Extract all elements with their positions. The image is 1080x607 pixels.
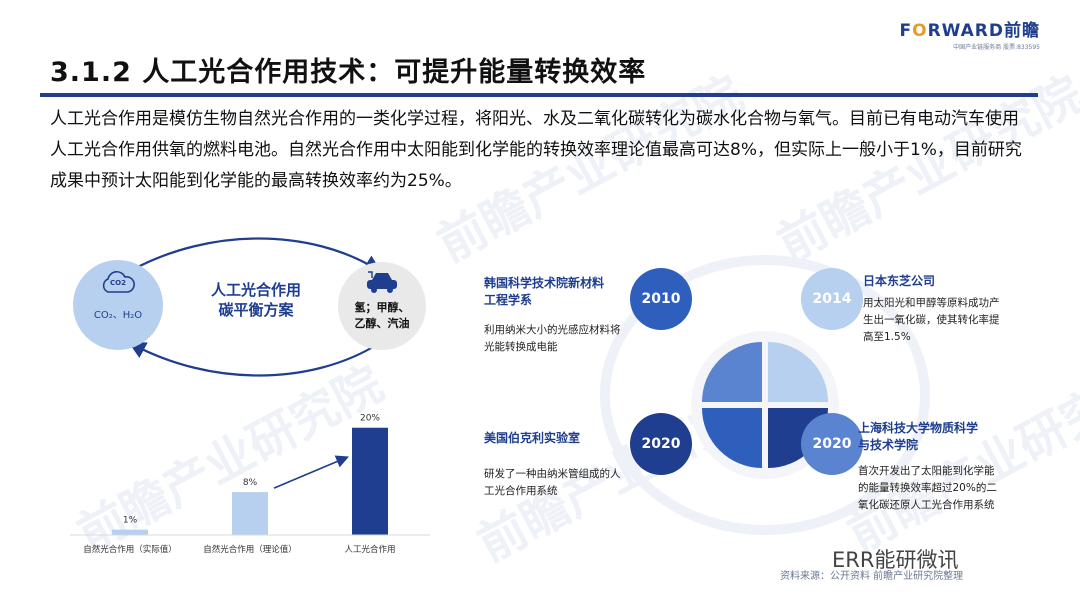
desc-berkeley: 研发了一种由纳米管组成的人 工光合作用系统 [484,466,621,500]
quadrant-top-right [768,342,828,402]
source-note: 资料来源：公开资料 前瞻产业研究院整理 [780,571,964,582]
products-label: 氢；甲醇、 乙醇、汽油 [340,300,424,332]
title-divider [40,93,1038,97]
org-toshiba-line1: 日本东芝公司 [863,274,936,288]
page-title: 3.1.2 人工光合作用技术：可提升能量转换效率 [50,57,647,88]
org-shanghaitech: 上海科技大学物质科学 与技术学院 [858,420,978,454]
bar-0 [112,529,148,535]
cycle-title-line1: 人工光合作用 [210,281,301,299]
org-berkeley-line1: 美国伯克利实验室 [484,431,581,445]
cycle-arrows [128,237,382,377]
desc-shanghaitech-line1: 首次开发出了太阳能到化学能 [858,465,995,477]
category-label-1: 自然光合作用（理论值） [203,544,297,555]
cloud-icon [102,271,135,293]
bar-value-label-1: 8% [243,478,258,488]
desc-toshiba-line1: 用太阳光和甲醇等原料成功产 [863,297,1000,309]
year-badge-2010: 2010 [630,268,692,330]
year-badge-2020-shanghaitech: 2020 [801,413,863,475]
desc-shanghaitech-line3: 氧化碳还原人工光合作用系统 [858,499,995,511]
desc-toshiba: 用太阳光和甲醇等原料成功产 生出一氧化碳，使其转化率提 高至1.5% [863,295,1000,346]
org-kaist: 韩国科学技术院新材料 工程学系 [484,275,604,309]
bar-value-label-2: 20% [360,414,380,424]
org-shanghaitech-line1: 上海科技大学物质科学 [858,421,979,435]
category-label-0: 自然光合作用（实际值） [83,544,177,555]
reactants-circle [73,260,163,350]
desc-berkeley-line2: 工光合作用系统 [484,485,558,497]
cloud-label: CO2 [110,279,126,287]
brand-logo: FORWARD前瞻 中国产业链服务商 股票:833595 [899,16,1040,51]
desc-toshiba-line2: 生出一氧化碳，使其转化率提 [863,314,1000,326]
org-berkeley: 美国伯克利实验室 [484,430,580,447]
bar-value-label-0: 1% [123,516,138,526]
bar-1 [232,492,268,535]
quadrant-bottom-left [702,408,762,468]
products-line2: 乙醇、汽油 [354,317,410,330]
wechat-account-name: ERR能研微讯 [832,548,959,572]
cycle-title: 人工光合作用 碳平衡方案 [186,280,326,320]
year-badge-2014: 2014 [801,268,863,330]
bar-2 [352,427,388,535]
desc-kaist-line1: 利用纳米大小的光感应材料将 [484,324,621,336]
brand-subtitle: 中国产业链服务商 股票:833595 [953,44,1040,51]
arrow-bottom [128,341,379,377]
brand-name: FORWARD前瞻 [899,21,1040,41]
desc-toshiba-line3: 高至1.5% [863,331,911,343]
efficiency-bar-chart: 1% 自然光合作用（实际值） 8% 自然光合作用（理论值） 20% 人工光合作用 [70,414,430,555]
desc-berkeley-line1: 研发了一种由纳米管组成的人 [484,468,621,480]
reactants-label: CO₂、H₂O [93,310,143,321]
intro-paragraph: 人工光合作用是模仿生物自然光合作用的一类化学过程，将阳光、水及二氧化碳转化为碳水… [50,109,1022,191]
org-shanghaitech-line2: 与技术学院 [858,438,919,452]
category-label-2: 人工光合作用 [344,544,395,555]
desc-shanghaitech-line2: 的能量转换效率超过20%的二 [858,482,997,494]
cycle-title-line2: 碳平衡方案 [218,301,294,319]
desc-kaist-line2: 光能转换成电能 [484,341,558,353]
trend-arrow [273,455,349,489]
arrow-top [131,237,382,273]
desc-shanghaitech: 首次开发出了太阳能到化学能 的能量转换效率超过20%的二 氧化碳还原人工光合作用… [858,463,997,514]
ev-car-icon [367,271,397,293]
org-kaist-line1: 韩国科学技术院新材料 [484,276,605,290]
desc-kaist: 利用纳米大小的光感应材料将 光能转换成电能 [484,322,621,356]
products-line1: 氢；甲醇、 [354,301,410,314]
quadrant-top-left [702,342,762,402]
year-badge-2020-berkeley: 2020 [630,413,692,475]
timeline-ring [600,255,930,535]
org-kaist-line2: 工程学系 [484,293,533,307]
org-toshiba: 日本东芝公司 [863,273,935,290]
